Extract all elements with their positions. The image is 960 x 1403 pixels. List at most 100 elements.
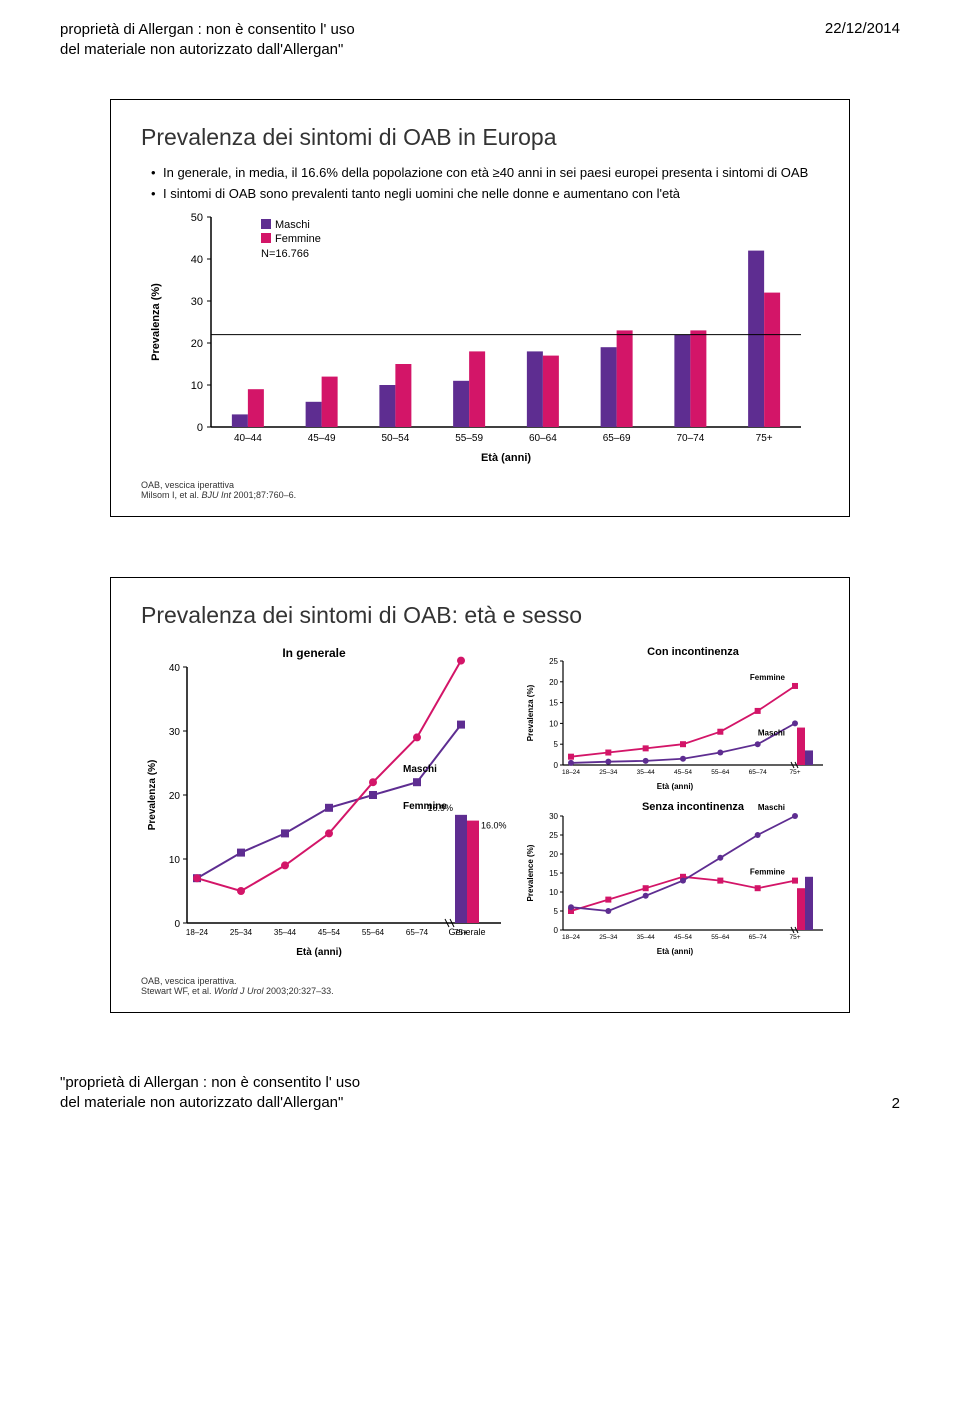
svg-text:0: 0 [174,919,180,930]
slide2-right-top-chart: Con incontinenza 0 5 10 15 20 25 Femmine Maschi 1… [521,643,831,793]
svg-text:Prevalenza (%): Prevalenza (%) [526,684,535,741]
slide2-footnote: OAB, vescica iperattiva. Stewart WF, et … [141,976,819,996]
slide2-footnote-2a: Stewart WF, et al. [141,986,214,996]
svg-text:5: 5 [554,907,559,916]
svg-text:35–44: 35–44 [637,769,655,776]
svg-text:18–24: 18–24 [186,928,209,937]
header-line1: proprietà di Allergan : non è consentito… [60,20,355,40]
svg-text:Età (anni): Età (anni) [657,782,694,791]
svg-text:10: 10 [191,380,203,392]
svg-text:75+: 75+ [789,769,800,776]
svg-text:18–24: 18–24 [562,769,580,776]
svg-text:Maschi: Maschi [275,219,310,231]
svg-text:65–74: 65–74 [749,934,767,941]
header-line2: del materiale non autorizzato dall'Aller… [60,40,355,60]
svg-text:Maschi: Maschi [758,803,785,812]
svg-text:20: 20 [169,791,181,802]
slide1-chart: 0 10 20 30 40 50 40–44 45–49 50–54 55–59 60–64 65–6… [141,207,819,472]
svg-text:Prevalenza (%): Prevalenza (%) [150,283,162,361]
svg-text:10: 10 [549,888,558,897]
svg-text:70–74: 70–74 [676,433,704,444]
slide2-footnote-2b: World J Urol [214,986,264,996]
svg-text:45–54: 45–54 [318,928,341,937]
svg-text:25: 25 [549,657,558,666]
svg-text:30: 30 [549,812,558,821]
svg-text:Età (anni): Età (anni) [296,947,342,958]
slide1-bullet1: In generale, in media, il 16.6% della po… [151,165,819,180]
svg-text:35–44: 35–44 [637,934,655,941]
svg-text:20: 20 [191,338,203,350]
svg-text:20: 20 [549,678,558,687]
slide2-left-chart: In generale010203040MaschiFemmine16.9%16… [141,643,511,963]
slide-2: Prevalenza dei sintomi di OAB: età e ses… [110,577,850,1013]
slide1-footnote-2c: 2001;87:760–6. [231,490,296,500]
svg-text:Senza incontinenza: Senza incontinenza [642,801,745,813]
svg-text:45–54: 45–54 [674,769,692,776]
svg-text:In generale: In generale [282,646,346,660]
slide1-footnote-line1: OAB, vescica iperattiva [141,480,819,490]
svg-text:50–54: 50–54 [381,433,409,444]
slide2-footnote-line1: OAB, vescica iperattiva. [141,976,819,986]
svg-text:0: 0 [197,422,203,434]
svg-text:16.0%: 16.0% [481,821,507,831]
svg-text:45–49: 45–49 [308,433,336,444]
svg-text:25–34: 25–34 [599,769,617,776]
svg-text:Prevalence (%): Prevalence (%) [526,844,535,901]
svg-text:18–24: 18–24 [562,934,580,941]
svg-text:60–64: 60–64 [529,433,557,444]
footer-line2: del materiale non autorizzato dall'Aller… [60,1093,360,1113]
header-left: proprietà di Allergan : non è consentito… [60,20,355,59]
footer-left: "proprietà di Allergan : non è consentit… [60,1073,360,1112]
svg-text:25: 25 [549,831,558,840]
slide1-bullet2: I sintomi di OAB sono prevalenti tanto n… [151,186,819,201]
slide1-footnote-2a: Milsom I, et al. [141,490,202,500]
svg-text:30: 30 [169,727,181,738]
svg-text:50: 50 [191,212,203,224]
slide1-title: Prevalenza dei sintomi di OAB in Europa [141,124,819,151]
svg-text:35–44: 35–44 [274,928,297,937]
svg-text:65–74: 65–74 [749,769,767,776]
slide2-right-bottom-chart: Senza incontinenza 0 5 10 15 20 25 30 Femmine Mas… [521,798,831,958]
svg-text:Generale: Generale [448,927,485,937]
svg-text:Maschi: Maschi [403,764,437,775]
svg-text:30: 30 [191,296,203,308]
svg-text:Con incontinenza: Con incontinenza [647,646,740,658]
svg-text:10: 10 [549,719,558,728]
svg-text:55–64: 55–64 [362,928,385,937]
svg-text:Maschi: Maschi [758,728,785,737]
svg-text:16.9%: 16.9% [427,803,453,813]
svg-text:40–44: 40–44 [234,433,262,444]
svg-text:Età (anni): Età (anni) [657,947,694,956]
svg-text:75+: 75+ [756,433,773,444]
svg-text:Età (anni): Età (anni) [481,452,531,464]
svg-text:0: 0 [554,761,559,770]
svg-text:45–54: 45–54 [674,934,692,941]
svg-text:5: 5 [554,740,559,749]
svg-text:Femmine: Femmine [750,673,786,682]
svg-text:55–64: 55–64 [711,934,729,941]
svg-text:55–59: 55–59 [455,433,483,444]
svg-text:65–69: 65–69 [603,433,631,444]
slide2-title: Prevalenza dei sintomi di OAB: età e ses… [141,602,819,629]
footer-line1: "proprietà di Allergan : non è consentit… [60,1073,360,1093]
svg-text:Femmine: Femmine [275,233,321,245]
svg-text:20: 20 [549,850,558,859]
svg-text:15: 15 [549,869,558,878]
svg-text:0: 0 [554,926,559,935]
svg-text:75+: 75+ [789,934,800,941]
svg-text:25–34: 25–34 [230,928,253,937]
slide2-footnote-2c: 2003;20:327–33. [264,986,334,996]
svg-text:40: 40 [191,254,203,266]
svg-text:10: 10 [169,855,181,866]
svg-text:Femmine: Femmine [750,868,786,877]
svg-text:Prevalenza (%): Prevalenza (%) [147,760,158,831]
page-number: 2 [892,1095,900,1112]
svg-text:15: 15 [549,699,558,708]
svg-text:55–64: 55–64 [711,769,729,776]
svg-text:65–74: 65–74 [406,928,429,937]
header-date: 22/12/2014 [825,20,900,59]
slide1-footnote: OAB, vescica iperattiva Milsom I, et al.… [141,480,819,500]
svg-text:N=16.766: N=16.766 [261,248,309,260]
svg-text:25–34: 25–34 [599,934,617,941]
slide1-footnote-2b: BJU Int [202,490,232,500]
